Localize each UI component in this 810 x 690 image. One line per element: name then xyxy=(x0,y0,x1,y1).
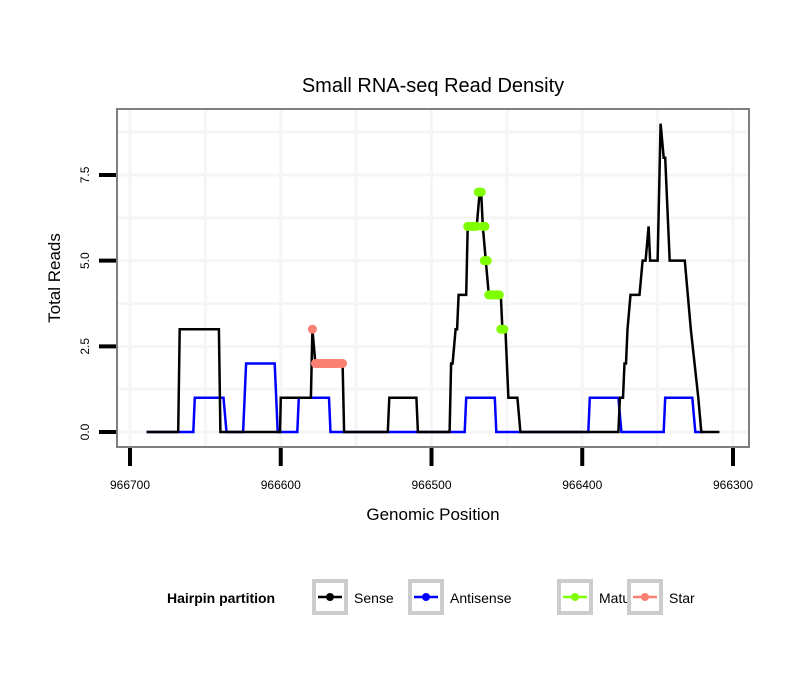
legend-entries: Sense Antisense Mature Star xyxy=(312,579,695,615)
legend-label: Star xyxy=(669,590,695,606)
x-axis-title: Genomic Position xyxy=(366,505,499,524)
legend-entry-antisense: Antisense xyxy=(408,579,512,615)
y-tick-label: 7.5 xyxy=(78,166,92,183)
chart-title: Small RNA-seq Read Density xyxy=(302,75,564,97)
legend-entry-star: Star xyxy=(627,579,695,615)
x-tick-label: 966400 xyxy=(562,478,602,492)
series-points-star xyxy=(307,324,348,368)
legend-key-point xyxy=(422,593,430,601)
plot-panel xyxy=(116,108,750,448)
x-axis: 966700 966600 966500 966400 966300 xyxy=(110,448,753,492)
legend: Hairpin partition Sense Antisense Mature St… xyxy=(167,579,695,615)
legend-key-point xyxy=(326,593,334,601)
legend-label: Antisense xyxy=(450,590,512,606)
x-tick-label: 966500 xyxy=(411,478,451,492)
mature-point xyxy=(494,290,504,300)
legend-title: Hairpin partition xyxy=(167,590,275,606)
legend-label: Sense xyxy=(354,590,394,606)
series-layer xyxy=(146,123,720,434)
mature-point xyxy=(482,256,492,266)
legend-key-point xyxy=(641,593,649,601)
x-tick-label: 966300 xyxy=(713,478,753,492)
star-point xyxy=(307,324,317,334)
legend-key-point xyxy=(571,593,579,601)
series-points-mature xyxy=(463,187,509,334)
panel-border xyxy=(116,108,750,448)
y-tick-label: 5.0 xyxy=(78,252,92,269)
legend-entry-sense: Sense xyxy=(312,579,394,615)
y-tick-label: 0.0 xyxy=(78,423,92,440)
star-point xyxy=(338,358,348,368)
x-tick-label: 966600 xyxy=(261,478,301,492)
y-axis: 0.0 2.5 5.0 7.5 xyxy=(78,166,116,440)
y-axis-title: Total Reads xyxy=(45,233,64,323)
mature-point xyxy=(480,221,490,231)
mature-point xyxy=(476,187,486,197)
mature-point xyxy=(499,324,509,334)
x-tick-label: 966700 xyxy=(110,478,150,492)
y-tick-label: 2.5 xyxy=(78,338,92,355)
